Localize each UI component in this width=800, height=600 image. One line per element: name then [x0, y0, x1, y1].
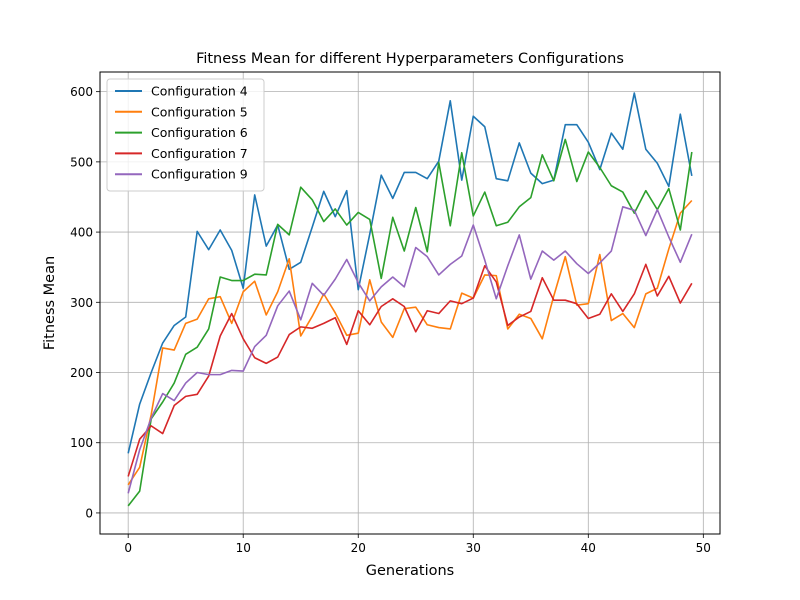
x-tick-label: 40	[581, 541, 596, 555]
x-tick-label: 20	[351, 541, 366, 555]
plot-frame	[99, 71, 721, 535]
series-line-configuration-6	[127, 138, 693, 507]
y-tick-label: 600	[70, 85, 93, 99]
x-tick-label: 50	[696, 541, 711, 555]
x-axis-ticks: 0 10 20 30 40 50	[124, 534, 711, 555]
y-tick-label: 0	[85, 506, 93, 520]
legend-entry-configuration-9: Configuration 9	[151, 167, 248, 182]
x-axis-label: Generations	[366, 563, 454, 579]
legend-box	[106, 78, 265, 192]
x-tick-label: 30	[466, 541, 481, 555]
y-tick-label: 500	[70, 155, 93, 169]
legend-entry-configuration-6: Configuration 6	[151, 125, 248, 140]
x-tick-label: 10	[236, 541, 251, 555]
legend-entry-configuration-5: Configuration 5	[151, 104, 248, 119]
series-lines	[127, 92, 693, 507]
series-line-configuration-5	[127, 199, 693, 486]
y-axis-ticks: 0 100 200 300 400 500 600	[70, 85, 100, 520]
series-line-configuration-9	[127, 206, 693, 494]
y-axis-label: Fitness Mean	[42, 256, 58, 350]
legend: Configuration 4 Configuration 5 Configurat…	[106, 78, 265, 192]
y-tick-label: 300	[70, 296, 93, 310]
chart-title: Fitness Mean for different Hyperparamete…	[196, 51, 624, 67]
legend-entry-configuration-4: Configuration 4	[151, 84, 248, 99]
y-tick-label: 200	[70, 366, 93, 380]
x-tick-label: 0	[124, 541, 132, 555]
y-tick-label: 100	[70, 436, 93, 450]
series-line-configuration-7	[127, 263, 693, 477]
y-tick-label: 400	[70, 226, 93, 240]
legend-entry-configuration-7: Configuration 7	[151, 146, 248, 161]
